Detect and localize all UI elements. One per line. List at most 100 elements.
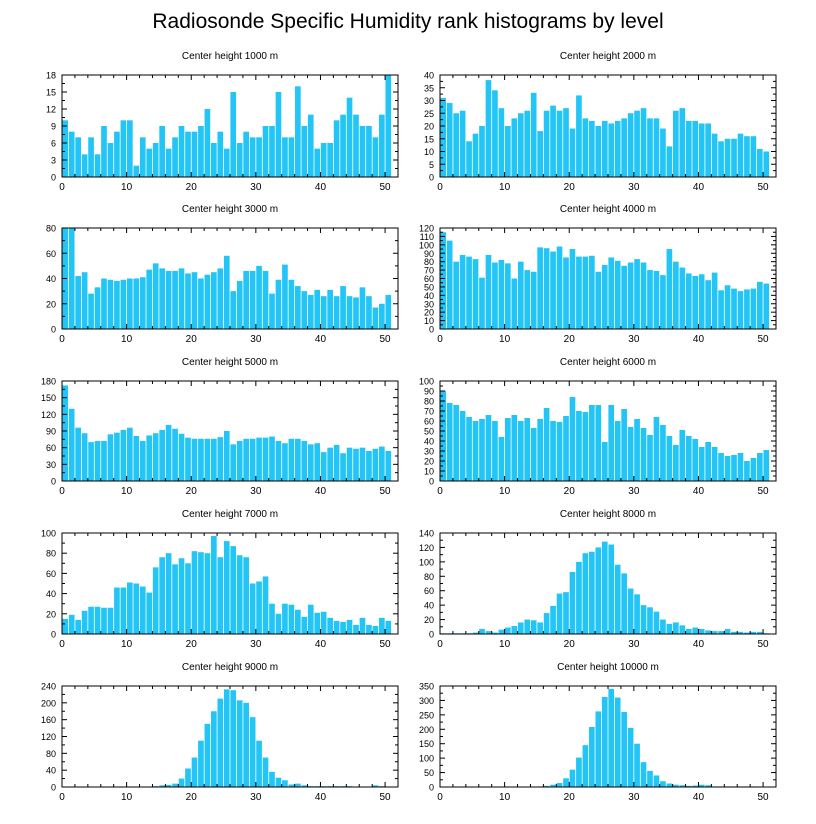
histogram-bar — [236, 281, 243, 329]
x-tick-label: 0 — [437, 486, 443, 497]
histogram-bar — [640, 762, 647, 787]
x-tick-label: 50 — [380, 334, 392, 345]
histogram-bar — [217, 557, 224, 634]
histogram-bar — [731, 138, 737, 177]
histogram-bar — [262, 437, 269, 481]
histogram-bar — [185, 131, 191, 177]
histogram-bar — [379, 114, 385, 177]
histogram-bar — [256, 581, 262, 634]
histogram-bar — [94, 287, 101, 329]
histogram-bar — [68, 614, 75, 634]
y-tick-label: 20 — [424, 122, 434, 132]
x-tick-label: 0 — [437, 334, 443, 345]
histogram-bar — [243, 270, 249, 329]
histogram-bar — [385, 451, 392, 481]
histogram-bar — [698, 447, 705, 481]
y-tick-label: 35 — [424, 83, 434, 93]
histogram-bar — [204, 109, 211, 177]
histogram-bar — [269, 603, 275, 634]
histogram-bar — [301, 441, 308, 481]
histogram-bar — [653, 775, 660, 787]
histogram-bar — [282, 264, 288, 329]
histogram-bar — [634, 419, 640, 481]
histogram-bar — [673, 445, 679, 481]
y-tick-label: 110 — [420, 232, 434, 242]
histogram-bar — [627, 588, 634, 634]
histogram-bar — [640, 428, 647, 481]
histogram-bar — [647, 435, 653, 481]
x-tick-label: 20 — [186, 182, 198, 193]
panel-title: Center height 10000 m — [557, 662, 659, 673]
y-tick-label: 350 — [419, 682, 434, 692]
histogram-bar — [601, 696, 608, 787]
histogram-bar — [608, 123, 615, 177]
y-tick-label: 40 — [46, 766, 56, 776]
histogram-bar — [301, 616, 308, 634]
histogram-bar — [211, 143, 217, 177]
histogram-bar — [172, 270, 178, 329]
histogram-bar — [152, 433, 159, 481]
histogram-bar — [133, 165, 140, 177]
histogram-bar — [75, 275, 81, 329]
histogram-bar — [75, 427, 81, 481]
histogram-bar — [385, 620, 392, 634]
x-tick-label: 40 — [315, 486, 327, 497]
histogram-bar — [537, 247, 543, 329]
histogram-bar — [563, 592, 569, 634]
histogram-bar — [576, 411, 582, 481]
histogram-bar — [556, 110, 563, 177]
histogram-bar — [269, 436, 275, 481]
histogram-bar — [750, 288, 757, 329]
histogram-bar — [275, 279, 282, 329]
histogram-bar — [88, 606, 94, 634]
histogram-bar — [589, 405, 595, 481]
y-tick-label: 10 — [424, 147, 434, 157]
histogram-bar — [139, 586, 146, 634]
histogram-bar — [320, 143, 327, 177]
histogram-bar — [757, 453, 763, 481]
x-tick-label: 40 — [693, 792, 705, 803]
histogram-bar — [191, 131, 198, 177]
histogram-bar — [249, 438, 256, 481]
y-tick-label: 120 — [419, 224, 434, 234]
histogram-bar — [653, 611, 660, 634]
histogram-bar — [198, 126, 204, 177]
y-tick-label: 160 — [41, 715, 56, 725]
histogram-bar — [288, 279, 295, 329]
histogram-bar — [608, 544, 615, 634]
x-tick-label: 50 — [380, 639, 392, 650]
histogram-bar — [307, 294, 314, 329]
panel-title: Center height 8000 m — [560, 509, 656, 520]
histogram-bar — [288, 438, 295, 481]
histogram-bar — [146, 592, 153, 634]
y-tick-label: 90 — [424, 387, 434, 397]
histogram-bar — [601, 442, 608, 481]
x-tick-label: 10 — [499, 334, 511, 345]
y-tick-label: 40 — [46, 274, 56, 284]
histogram-bar — [563, 416, 569, 481]
histogram-bar — [256, 265, 262, 329]
y-tick-label: 0 — [429, 325, 434, 335]
histogram-bar — [314, 148, 321, 177]
histogram-bar — [320, 452, 327, 481]
histogram-bar — [569, 769, 576, 787]
histogram-panel: Center height 8000 m 0 10 20 30 40 50 0 20 40 60 80… — [419, 509, 777, 650]
histogram-bar — [692, 785, 699, 787]
histogram-bar — [178, 268, 185, 329]
histogram-bar — [269, 126, 275, 177]
histogram-bar — [101, 278, 107, 329]
histogram-bar — [724, 456, 731, 481]
y-tick-label: 60 — [424, 417, 434, 427]
histogram-bar — [159, 557, 165, 634]
histogram-bar — [372, 625, 379, 634]
y-tick-label: 150 — [419, 739, 434, 749]
histogram-bar — [236, 555, 243, 634]
histogram-bar — [262, 757, 269, 787]
histogram-bar — [614, 564, 621, 634]
y-tick-label: 80 — [424, 257, 434, 267]
histogram-bar — [223, 541, 230, 634]
histogram-bar — [191, 438, 198, 481]
histogram-bar — [288, 604, 295, 634]
histogram-bar — [88, 137, 94, 177]
histogram-bar — [679, 430, 686, 481]
